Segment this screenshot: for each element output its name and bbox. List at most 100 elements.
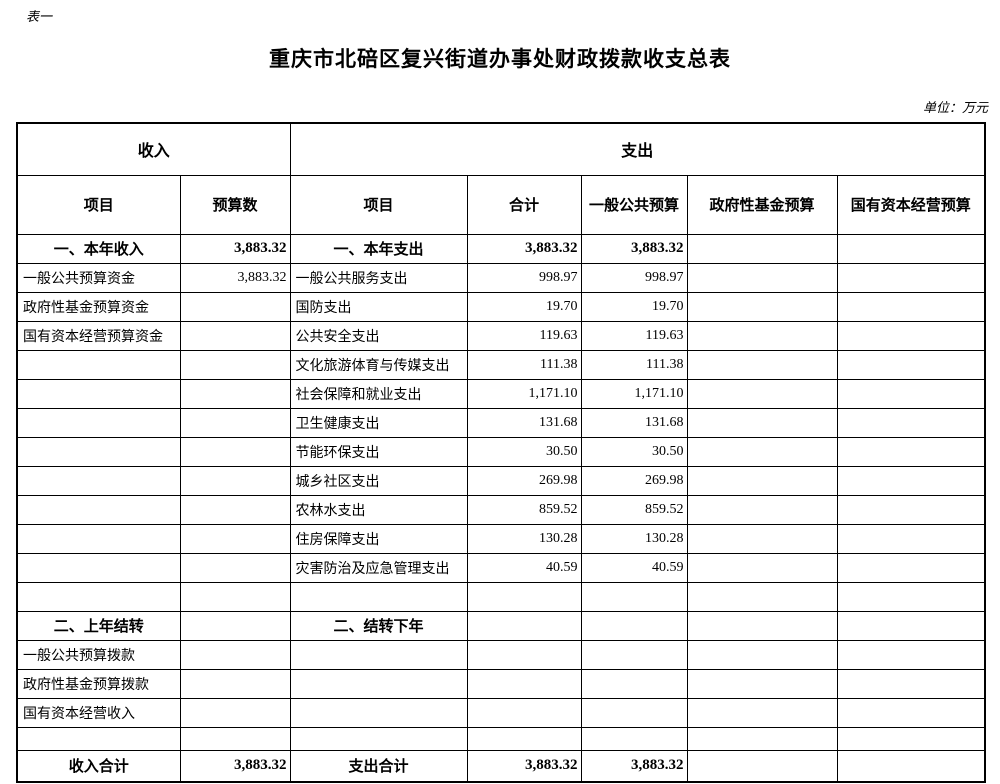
expense-general-budget-cell <box>580 610 688 641</box>
expense-gov-fund-cell <box>686 262 838 293</box>
expense-state-capital-cell <box>836 494 986 525</box>
expense-item-cell <box>289 581 468 612</box>
expense-gov-fund-cell <box>686 407 838 438</box>
income-budget-cell <box>179 523 291 554</box>
table-row: 一般公共预算拨款 <box>16 639 986 670</box>
expense-state-capital-cell <box>836 407 986 438</box>
expense-general-budget-cell <box>580 639 688 670</box>
expense-gov-fund-cell <box>686 349 838 380</box>
expense-total-cell <box>466 610 582 641</box>
expense-general-budget-cell: 19.70 <box>580 291 688 322</box>
budget-summary-table: 收入 支出 项目 预算数 项目 合计 一般公共预算 政府性基金预算 国有资本经营… <box>16 122 987 783</box>
expense-item-cell: 农林水支出 <box>289 494 468 525</box>
income-item-cell <box>16 552 181 583</box>
table-row: 国有资本经营预算资金 公共安全支出 119.63 119.63 <box>16 320 986 351</box>
table-row: 住房保障支出 130.28 130.28 <box>16 523 986 554</box>
income-item-cell <box>16 726 181 751</box>
income-item-cell <box>16 407 181 438</box>
income-budget-cell <box>179 552 291 583</box>
income-item-cell: 收入合计 <box>16 749 181 783</box>
income-item-cell: 政府性基金预算拨款 <box>16 668 181 699</box>
column-header-row: 项目 预算数 项目 合计 一般公共预算 政府性基金预算 国有资本经营预算 <box>16 174 986 235</box>
income-budget-cell <box>179 465 291 496</box>
income-budget-cell: 3,883.32 <box>179 262 291 293</box>
expense-gov-fund-cell <box>686 668 838 699</box>
income-item-cell <box>16 523 181 554</box>
expense-total-cell <box>466 639 582 670</box>
col-header-income-budget: 预算数 <box>179 174 291 235</box>
expense-total-cell: 269.98 <box>466 465 582 496</box>
expense-state-capital-cell <box>836 726 986 751</box>
income-budget-cell: 3,883.32 <box>179 749 291 783</box>
table-row: 政府性基金预算资金 国防支出 19.70 19.70 <box>16 291 986 322</box>
expense-general-budget-cell: 859.52 <box>580 494 688 525</box>
page-title: 重庆市北碚区复兴街道办事处财政拨款收支总表 <box>269 48 731 71</box>
expense-total-cell: 130.28 <box>466 523 582 554</box>
income-budget-cell <box>179 494 291 525</box>
col-header-general-public-budget: 一般公共预算 <box>580 174 688 235</box>
table-header: 收入 支出 项目 预算数 项目 合计 一般公共预算 政府性基金预算 国有资本经营… <box>16 122 986 235</box>
expense-gov-fund-cell <box>686 291 838 322</box>
income-item-cell <box>16 378 181 409</box>
expense-total-cell: 1,171.10 <box>466 378 582 409</box>
income-budget-cell <box>179 407 291 438</box>
expense-total-cell: 859.52 <box>466 494 582 525</box>
expense-state-capital-cell <box>836 668 986 699</box>
table-row: 收入合计 3,883.32 支出合计 3,883.32 3,883.32 <box>16 749 986 783</box>
expense-gov-fund-cell <box>686 494 838 525</box>
expense-general-budget-cell: 3,883.32 <box>580 233 688 264</box>
income-budget-cell <box>179 320 291 351</box>
table-row <box>16 726 986 751</box>
expense-gov-fund-cell <box>686 552 838 583</box>
expense-total-cell: 998.97 <box>466 262 582 293</box>
table-row: 农林水支出 859.52 859.52 <box>16 494 986 525</box>
expense-total-cell <box>466 581 582 612</box>
expense-total-cell: 40.59 <box>466 552 582 583</box>
income-budget-cell <box>179 639 291 670</box>
expense-general-budget-cell <box>580 668 688 699</box>
expense-state-capital-cell <box>836 465 986 496</box>
table-row: 灾害防治及应急管理支出 40.59 40.59 <box>16 552 986 583</box>
expense-total-cell: 3,883.32 <box>466 749 582 783</box>
expense-state-capital-cell <box>836 436 986 467</box>
group-header-row: 收入 支出 <box>16 122 986 176</box>
expense-state-capital-cell <box>836 262 986 293</box>
income-budget-cell <box>179 436 291 467</box>
table-row: 城乡社区支出 269.98 269.98 <box>16 465 986 496</box>
expense-item-cell: 住房保障支出 <box>289 523 468 554</box>
expense-state-capital-cell <box>836 378 986 409</box>
expense-gov-fund-cell <box>686 320 838 351</box>
expense-general-budget-cell: 998.97 <box>580 262 688 293</box>
expense-state-capital-cell <box>836 581 986 612</box>
table-row: 政府性基金预算拨款 <box>16 668 986 699</box>
income-budget-cell <box>179 610 291 641</box>
expense-general-budget-cell: 131.68 <box>580 407 688 438</box>
expense-state-capital-cell <box>836 610 986 641</box>
income-item-cell: 一般公共预算拨款 <box>16 639 181 670</box>
expense-general-budget-cell: 269.98 <box>580 465 688 496</box>
income-item-cell: 国有资本经营收入 <box>16 697 181 728</box>
expense-total-cell: 119.63 <box>466 320 582 351</box>
expense-state-capital-cell <box>836 552 986 583</box>
income-item-cell <box>16 465 181 496</box>
expense-item-cell: 社会保障和就业支出 <box>289 378 468 409</box>
expense-gov-fund-cell <box>686 726 838 751</box>
table-row <box>16 581 986 612</box>
col-header-expense-total: 合计 <box>466 174 582 235</box>
col-header-income-item: 项目 <box>16 174 181 235</box>
expense-general-budget-cell: 3,883.32 <box>580 749 688 783</box>
expense-general-budget-cell: 1,171.10 <box>580 378 688 409</box>
expense-gov-fund-cell <box>686 610 838 641</box>
expense-item-cell: 卫生健康支出 <box>289 407 468 438</box>
expense-state-capital-cell <box>836 749 986 783</box>
income-budget-cell <box>179 378 291 409</box>
income-item-cell: 一般公共预算资金 <box>16 262 181 293</box>
expense-total-cell: 30.50 <box>466 436 582 467</box>
table-label: 表一 <box>26 9 53 24</box>
expense-state-capital-cell <box>836 320 986 351</box>
expense-total-cell <box>466 726 582 751</box>
expense-gov-fund-cell <box>686 523 838 554</box>
expense-general-budget-cell: 119.63 <box>580 320 688 351</box>
expense-state-capital-cell <box>836 291 986 322</box>
